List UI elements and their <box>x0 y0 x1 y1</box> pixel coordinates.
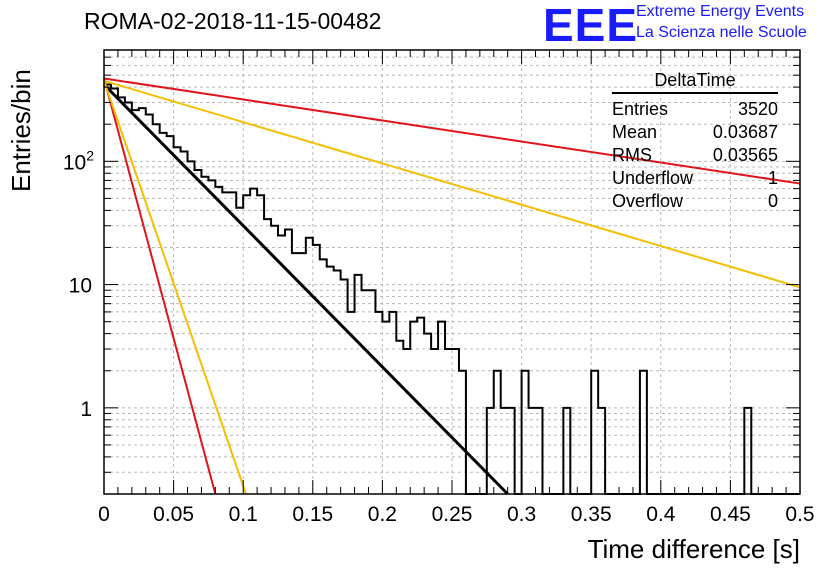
x-tick-label: 0.3 <box>507 503 536 526</box>
fit-line-orange <box>103 79 801 289</box>
x-tick-label: 0.45 <box>710 503 751 526</box>
x-tick-label: 0.2 <box>368 503 397 526</box>
x-tick-label: 0.1 <box>229 503 258 526</box>
fit-line-black <box>102 83 509 496</box>
stats-value: 0 <box>767 191 778 211</box>
y-tick-label: 1 <box>80 398 92 421</box>
series-lines <box>102 77 801 496</box>
stats-box: DeltaTime Entries 3520 Mean 0.03687 RMS 0.0… <box>612 70 778 213</box>
x-tick-label: 0.5 <box>785 503 814 526</box>
x-tick-label: 0.4 <box>646 503 676 526</box>
stats-title: DeltaTime <box>612 70 778 94</box>
stats-row: Entries 3520 <box>612 98 778 121</box>
logo-line1: Extreme Energy Events <box>636 3 805 20</box>
stats-label: Overflow <box>612 191 684 211</box>
fit-line-red <box>103 78 217 495</box>
y-tick-label: 10 <box>69 275 92 298</box>
axes: 0 0.05 0.1 0.15 0.2 0.25 0.3 0.35 0.4 0.45 0.51101… <box>63 49 815 526</box>
stats-row: Underflow 1 <box>612 167 778 190</box>
logo-line2: La Scienza nelle Scuole <box>636 24 807 41</box>
fit-line-orange <box>103 80 247 495</box>
stats-label: Entries <box>612 99 669 119</box>
y-tick-label: 102 <box>63 147 94 174</box>
x-axis-label: Time difference [s] <box>587 534 800 564</box>
stats-label: RMS <box>612 145 652 165</box>
x-tick-label: 0.15 <box>292 503 333 526</box>
stats-label: Underflow <box>612 168 694 188</box>
stats-value: 1 <box>767 168 778 188</box>
stats-value: 3520 <box>737 99 778 119</box>
x-tick-label: 0.25 <box>432 503 473 526</box>
y-axis-label: Entries/bin <box>6 69 36 192</box>
x-tick-label: 0.35 <box>571 503 612 526</box>
stats-row: RMS 0.03565 <box>612 144 778 167</box>
stats-row: Overflow 0 <box>612 190 778 213</box>
stats-value: 0.03565 <box>712 145 778 165</box>
fit-line-red <box>103 77 801 185</box>
chart-title: ROMA-02-2018-11-15-00482 <box>84 8 382 34</box>
stats-label: Mean <box>612 122 658 142</box>
x-tick-label: 0 <box>98 503 110 526</box>
stats-value: 0.03687 <box>712 122 778 142</box>
x-tick-label: 0.05 <box>153 503 194 526</box>
stats-row: Mean 0.03687 <box>612 121 778 144</box>
logo-eee: EEE <box>543 0 639 51</box>
